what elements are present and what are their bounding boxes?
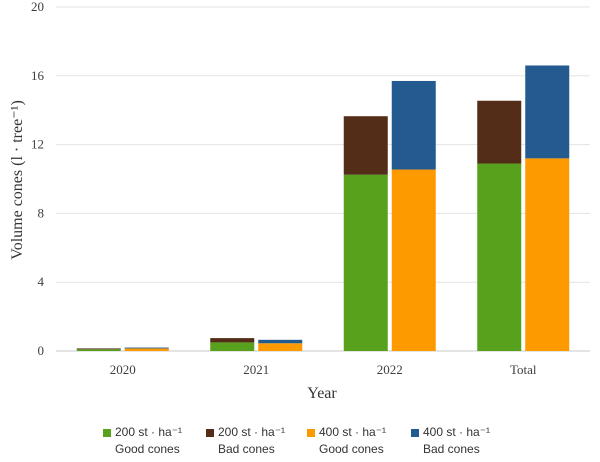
bar-segment — [124, 347, 169, 349]
bar-segment — [124, 348, 169, 351]
bar-segment — [343, 174, 388, 351]
y-axis-title: Volume cones (l · tree⁻¹) — [9, 100, 26, 260]
legend-label: 200 st · ha⁻¹ Bad cones — [218, 424, 285, 458]
x-tick-label: 2021 — [243, 362, 269, 377]
bar-segment — [525, 158, 570, 351]
legend-label-line2: Good cones — [319, 442, 384, 456]
bars — [76, 65, 570, 351]
legend-label: 400 st · ha⁻¹ Bad cones — [423, 424, 490, 458]
bar-segment — [525, 65, 570, 159]
legend-label: 400 st · ha⁻¹ Good cones — [319, 424, 386, 458]
legend-swatch-200-bad — [206, 429, 214, 437]
bar-segment — [258, 343, 303, 351]
legend-label-line1: 200 st · ha⁻¹ — [115, 425, 183, 439]
bar-segment — [76, 349, 121, 351]
bar-segment — [210, 338, 255, 343]
y-tick-label: 16 — [31, 68, 45, 83]
legend-swatch-400-good — [307, 429, 315, 437]
bar-segment — [343, 116, 388, 175]
legend-swatch-200-good — [103, 429, 111, 437]
legend-label: 200 st · ha⁻¹ Good cones — [115, 424, 182, 458]
bar-segment — [258, 339, 303, 344]
bar-segment — [76, 348, 121, 350]
bar-segment — [477, 163, 522, 351]
legend-label-line1: 200 st · ha⁻¹ — [218, 425, 286, 439]
bar-segment — [477, 100, 522, 164]
legend: 200 st · ha⁻¹ Good cones 200 st · ha⁻¹ B… — [0, 424, 600, 462]
bar-segment — [391, 169, 436, 351]
legend-label-line2: Bad cones — [423, 442, 480, 456]
legend-label-line2: Bad cones — [218, 442, 275, 456]
legend-label-line1: 400 st · ha⁻¹ — [319, 425, 387, 439]
y-tick-label: 0 — [38, 343, 45, 358]
bar-segment — [210, 342, 255, 351]
legend-label-line1: 400 st · ha⁻¹ — [423, 425, 491, 439]
legend-label-line2: Good cones — [115, 442, 180, 456]
y-tick-label: 4 — [38, 274, 45, 289]
bar-segment — [391, 80, 436, 170]
legend-swatch-400-bad — [411, 429, 419, 437]
x-axis-title: Year — [307, 385, 337, 402]
y-tick-label: 8 — [38, 205, 45, 220]
x-tick-label: Total — [510, 362, 537, 377]
y-tick-label: 20 — [31, 0, 44, 14]
x-tick-label: 2022 — [377, 362, 403, 377]
y-tick-label: 12 — [31, 137, 44, 152]
x-tick-label: 2020 — [110, 362, 136, 377]
